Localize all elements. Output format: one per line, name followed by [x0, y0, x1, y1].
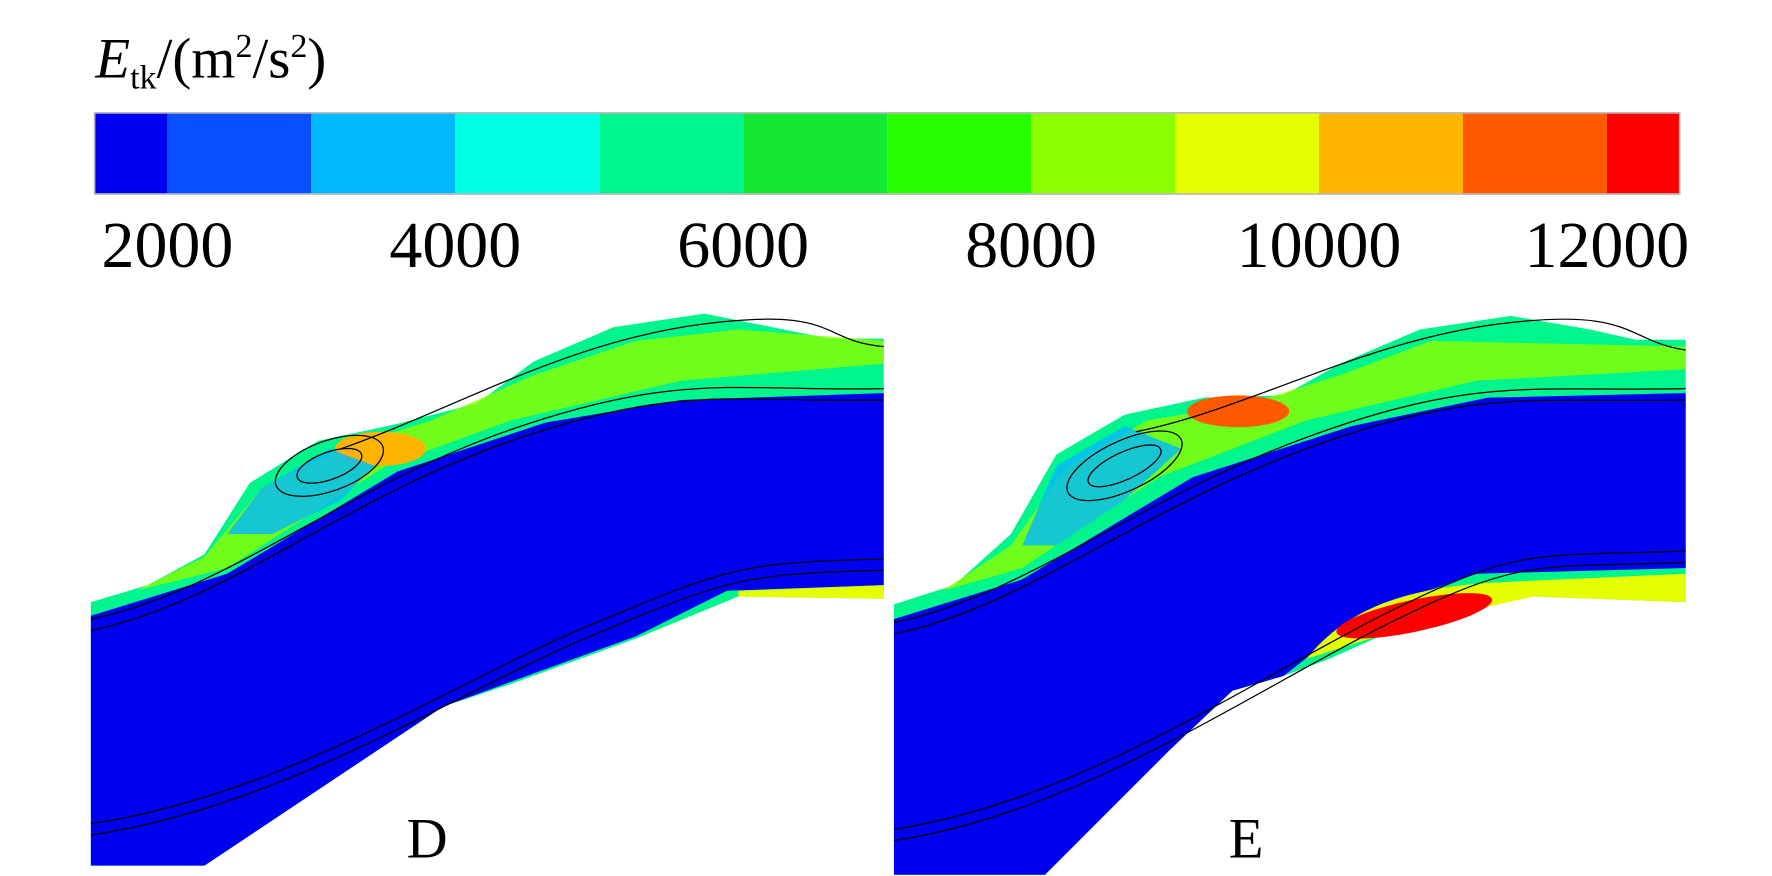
color-bin	[1031, 113, 1176, 194]
title-part: )	[307, 27, 326, 90]
vortex	[296, 447, 363, 484]
contour-core	[90, 393, 884, 866]
color-bin	[1606, 113, 1679, 194]
streamline	[893, 561, 1686, 842]
streamline	[90, 558, 884, 825]
colorbar-title: Etk/(m2/s2)	[94, 27, 326, 96]
color-bin	[1318, 113, 1463, 194]
color-bin	[311, 113, 456, 194]
color-bin	[743, 113, 888, 194]
colorbar: 2000 4000 6000 8000 10000 12000	[95, 113, 1690, 282]
contour-band	[1022, 426, 1182, 546]
tick-label: 2000	[102, 209, 234, 282]
panel-d: D	[90, 313, 884, 871]
color-bin	[95, 113, 168, 194]
color-bin	[1175, 113, 1319, 194]
color-bin	[455, 113, 600, 194]
contour-hotspot	[335, 431, 426, 466]
streamline	[1135, 318, 1686, 433]
streamline	[90, 386, 884, 620]
contour-band	[738, 585, 884, 599]
panel-e: E	[893, 315, 1686, 875]
streamline	[893, 550, 1686, 830]
title-part: tk	[130, 60, 157, 97]
tick-label: 8000	[965, 209, 1097, 282]
streamline	[893, 387, 1686, 624]
contour-hotspot	[1187, 395, 1290, 428]
streamline	[90, 398, 884, 632]
title-part: /(m	[157, 27, 236, 90]
streamline	[340, 318, 884, 450]
color-bin	[1462, 113, 1607, 194]
title-part: E	[94, 27, 130, 90]
contour-band	[1306, 573, 1686, 659]
panel-label: D	[407, 808, 448, 871]
contour-hotspot	[1336, 593, 1493, 639]
panel-label: E	[1229, 808, 1264, 871]
title-part: 2	[235, 28, 252, 65]
tick-label: 6000	[677, 209, 809, 282]
vortex	[1087, 444, 1162, 488]
streamline	[893, 399, 1686, 635]
contour-band	[136, 329, 884, 591]
color-bin	[599, 113, 744, 194]
title-part: 2	[290, 28, 307, 65]
tick-label: 10000	[1237, 209, 1402, 282]
streamline	[90, 569, 884, 836]
tick-label: 12000	[1525, 209, 1690, 282]
color-bin	[887, 113, 1032, 194]
color-bin	[167, 113, 312, 194]
title-part: /s	[252, 27, 290, 90]
vortex	[274, 434, 385, 497]
tick-label: 4000	[389, 209, 521, 282]
contour-band	[227, 448, 375, 534]
vortex	[1066, 430, 1183, 502]
contour-core	[893, 393, 1686, 875]
